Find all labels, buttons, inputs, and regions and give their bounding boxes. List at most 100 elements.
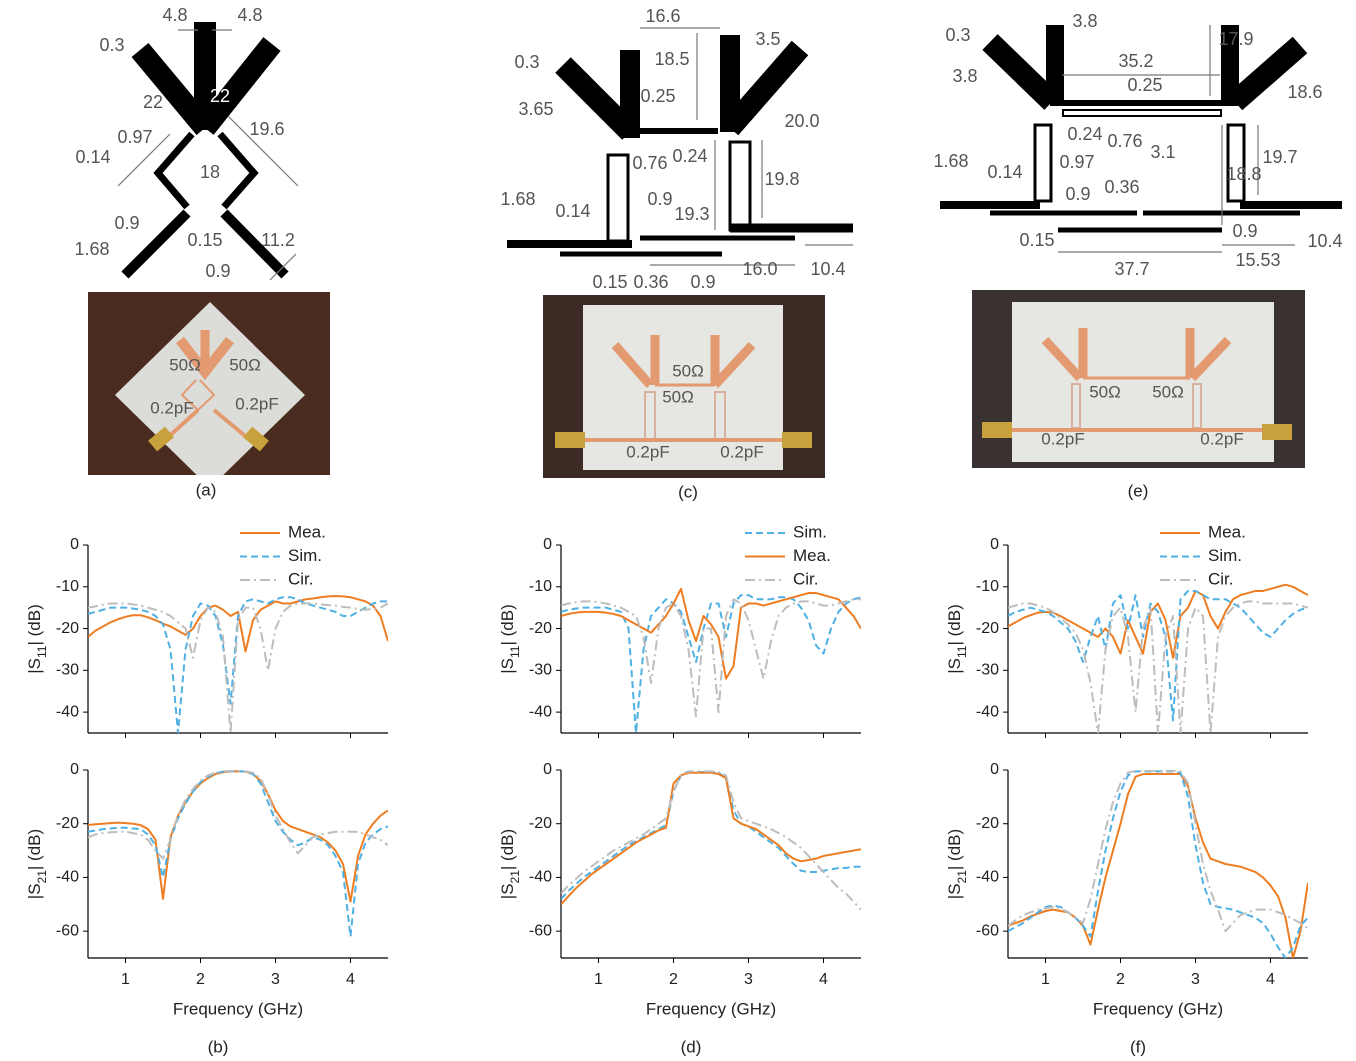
y-axis-label-part: 21 [508,870,522,884]
y-tick-label: -30 [976,662,999,679]
x-tick-label: 4 [346,971,355,988]
series-line [88,596,388,733]
stub [131,42,214,136]
series-group [561,770,861,911]
photo-label: 0.2pF [150,398,193,417]
series-line [88,594,388,653]
legend-label: Mea. [1208,522,1246,541]
photo-label: 50Ω [1152,382,1184,401]
y-tick-label: 0 [990,536,999,553]
legend-label: Cir. [1208,569,1234,588]
copper [611,342,654,388]
y-axis-label: |S21| (dB) [25,829,49,899]
dimension: 18.5 [654,49,689,69]
y-axis-label: |S21| (dB) [498,829,522,899]
x-tick-label: 4 [1266,971,1275,988]
panel-caption: (c) [678,482,698,501]
y-axis-label-part: 21 [955,870,969,884]
y-axis-label-part: 11 [35,645,49,658]
dimension: 0.9 [1232,221,1257,241]
dimension: 0.97 [117,127,152,147]
y-axis-label-part: |S [945,883,964,899]
stub [721,40,809,136]
dimension: 20.0 [784,111,819,131]
y-tick-label: -40 [529,703,552,720]
legend-label: Sim. [1208,546,1242,565]
y-axis-label: |S11| (dB) [498,604,522,674]
stub [555,57,638,140]
dimension: 0.15 [1019,230,1054,250]
dimension: 0.15 [592,272,627,292]
stub [1227,36,1308,111]
series-group [1008,583,1308,733]
photo-label: 50Ω [662,387,694,406]
stub [982,34,1060,110]
y-tick-label: 0 [543,536,552,553]
series-line [561,770,861,911]
y-axis-label: |S11| (dB) [945,604,969,674]
dimension: 0.36 [1104,177,1139,197]
x-tick-label: 1 [594,971,603,988]
y-tick-label: 0 [990,761,999,778]
dimension: 35.2 [1118,51,1153,71]
dimension: 37.7 [1114,259,1149,279]
dimension: 22 [210,86,230,106]
board [583,305,783,470]
x-tick-label: 3 [271,971,280,988]
panel-caption: (a) [196,480,217,499]
photo-c: 50Ω 50Ω 0.2pF 0.2pF [543,295,825,478]
series-line [561,771,861,905]
series-group [1008,770,1308,958]
dimension: 4.8 [162,5,187,25]
dimension: 0.97 [1059,152,1094,172]
y-tick-label: 0 [70,761,79,778]
y-axis-label-part: |S [25,883,44,899]
panel-caption: (f) [1130,1037,1146,1056]
y-tick-label: -20 [976,815,999,832]
photo-label: 50Ω [169,355,201,374]
dimension: 16.6 [645,6,680,26]
dimension: 0.76 [632,153,667,173]
dimension: 10.4 [810,259,845,279]
legend-label: Sim. [288,546,322,565]
y-axis-label-part: | (dB) [945,829,964,870]
dimension: 0.3 [945,25,970,45]
x-tick-label: 4 [819,971,828,988]
series-line [561,771,861,900]
y-tick-label: -20 [529,620,552,637]
dimension: 17.9 [1218,29,1253,49]
y-tick-label: 0 [543,761,552,778]
x-tick-label: 3 [1191,971,1200,988]
series-line [1008,589,1308,722]
dimension: 0.3 [514,52,539,72]
dimension: 0.24 [672,146,707,166]
y-axis-label-part: | (dB) [945,604,964,645]
copper [1041,336,1084,382]
dimension: 0.14 [555,201,590,221]
connector [1262,424,1292,440]
y-axis-label-part: |S [25,658,44,674]
dimension: 3.5 [755,29,780,49]
dimension: 4.8 [237,5,262,25]
copper [711,341,756,389]
legend-label: Cir. [288,569,314,588]
trace [728,140,752,232]
y-axis-label-part: |S [498,883,517,899]
legend-label: Cir. [793,569,819,588]
y-tick-label: -20 [529,815,552,832]
connector [982,422,1012,438]
y-axis-label-part: 21 [35,870,49,884]
x-tick-label: 2 [1116,971,1125,988]
y-tick-label: -60 [529,922,552,939]
series-line [88,770,388,860]
y-axis-label-part: |S [945,658,964,674]
y-tick-label: -10 [56,578,79,595]
photo-label: 0.2pF [1041,429,1084,448]
panel-caption: (e) [1128,481,1149,500]
connector [148,426,174,452]
dimension: 22 [143,92,163,112]
series-line [88,602,388,733]
series-line [1008,770,1308,958]
